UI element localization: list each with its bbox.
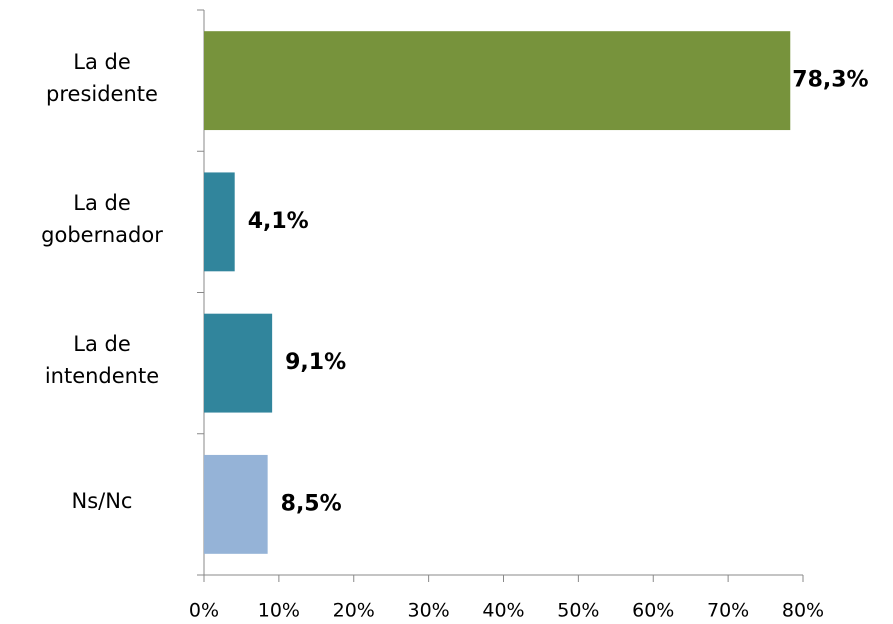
x-tick-label: 20%: [333, 600, 375, 622]
bar: [204, 313, 273, 413]
bar: [204, 454, 268, 554]
value-label: 78,3%: [792, 68, 868, 93]
category-label: La de presidente: [46, 49, 158, 106]
x-tick-label: 40%: [482, 600, 524, 622]
x-tick-label: 10%: [258, 600, 300, 622]
x-tick-label: 80%: [782, 600, 824, 622]
value-label: 4,1%: [248, 209, 309, 234]
bar: [204, 172, 235, 272]
value-label: 8,5%: [281, 491, 342, 516]
x-tick-label: 60%: [632, 600, 674, 622]
category-label: La de intendente: [44, 332, 160, 389]
x-tick-label: 50%: [557, 600, 599, 622]
x-tick-label: 70%: [707, 600, 749, 622]
x-tick-label: 30%: [408, 600, 450, 622]
category-label: Ns/Nc: [71, 489, 133, 514]
value-label: 9,1%: [285, 350, 346, 375]
x-tick-label: 0%: [189, 600, 219, 622]
category-label: La de gobernador: [41, 190, 163, 247]
bar: [204, 31, 791, 131]
